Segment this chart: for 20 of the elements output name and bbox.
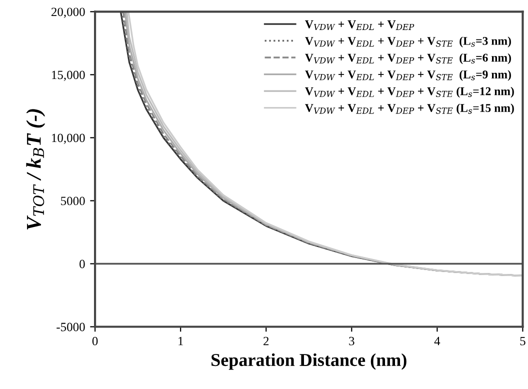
text: V$_{VDW}$ + V$_{EDL}$ + V$_{DEP}$ + V$_{STE}$ (L$_{s}$=6 nm) xyxy=(305,53,511,64)
x-tick-label: 4 xyxy=(434,336,440,346)
x-axis-title: Separation Distance (nm) xyxy=(212,353,406,370)
y-tick-label: 20,000 xyxy=(51,8,85,18)
x-tick-label: 3 xyxy=(349,336,354,346)
text: V$_{VDW}$ + V$_{EDL}$ + V$_{DEP}$ + V$_{STE}$ (L$_{s}$=15 nm) xyxy=(305,104,514,114)
y-tick-label: 5000 xyxy=(61,196,85,206)
x-tick-label: 1 xyxy=(178,336,183,346)
legend-label: V$_{VDW}$ + V$_{EDL}$ + V$_{DEP}$ xyxy=(305,20,414,30)
x-tick-label: 5 xyxy=(520,336,526,346)
text: V$_{VDW}$ + V$_{EDL}$ + V$_{DEP}$ + V$_{STE}$ (L$_{s}$=9 nm) xyxy=(305,70,511,81)
y-tick-label: 10,000 xyxy=(52,134,85,144)
x-tick-label: 2 xyxy=(264,336,269,346)
x-tick-label: 0 xyxy=(92,336,98,346)
y-tick-label: 0 xyxy=(80,260,85,268)
y-tick-label: -5000 xyxy=(56,322,85,332)
y-tick-label: 15,000 xyxy=(52,70,85,81)
text: V$_{VDW}$ + V$_{EDL}$ + V$_{DEP}$ + V$_{STE}$ (L$_{s}$=12 nm) xyxy=(305,86,514,98)
y-axis-title: V$_{TOT}$ / k$_{B}$T (-) xyxy=(26,109,46,230)
text: V$_{VDW}$ + V$_{EDL}$ + V$_{DEP}$ + V$_{STE}$ (L$_{s}$=3 nm) xyxy=(305,36,511,48)
